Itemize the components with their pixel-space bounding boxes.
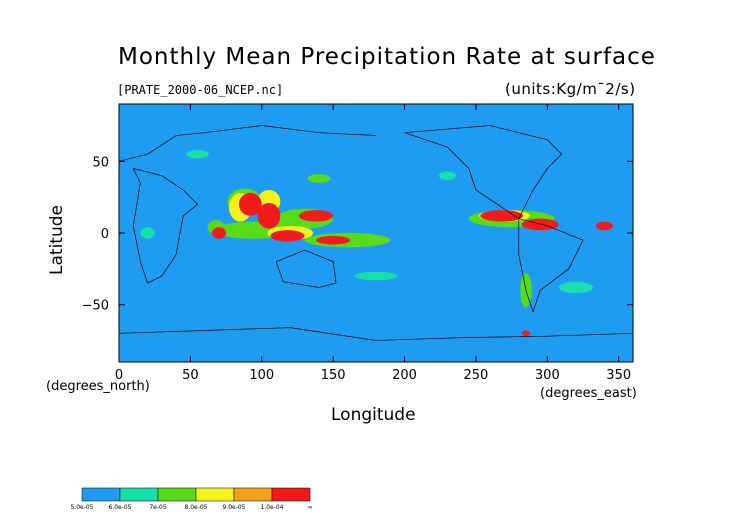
precip-region xyxy=(558,281,594,294)
x-tick-label: 350 xyxy=(606,368,631,383)
map-layer xyxy=(119,104,633,362)
precip-region xyxy=(480,210,524,222)
colorbar-swatch xyxy=(157,487,197,502)
precip-region xyxy=(270,230,305,242)
colorbar-label: ∞ xyxy=(308,504,313,511)
x-tick-label: 250 xyxy=(464,368,489,383)
precip-region xyxy=(307,174,331,183)
precip-region xyxy=(298,210,334,222)
precip-region xyxy=(186,149,209,159)
colorbar-label: 9.0e-05 xyxy=(222,504,245,511)
coastline xyxy=(404,125,563,220)
units-label: (units:Kg/m¯2/s) xyxy=(505,80,636,98)
precip-region xyxy=(521,330,531,337)
y-tick-label: −50 xyxy=(82,299,109,314)
colorbar-swatch xyxy=(119,487,159,502)
x-axis-label: Longitude xyxy=(331,405,416,425)
colorbar-label: 1.0e-04 xyxy=(260,504,283,511)
map-background xyxy=(119,104,633,362)
colorbar-label: 5.0e-05 xyxy=(70,504,93,511)
x-tick-label: 300 xyxy=(535,368,560,383)
precip-region xyxy=(438,171,456,180)
precip-region xyxy=(238,192,262,216)
coastline xyxy=(118,125,377,162)
precip-region xyxy=(140,227,155,239)
colorbar-label: 8.0e-05 xyxy=(184,504,207,511)
coastlines xyxy=(118,125,634,341)
colorbar-label: 7e-05 xyxy=(149,504,166,511)
x-tick-label: 50 xyxy=(182,368,199,383)
coastline xyxy=(118,327,634,341)
precip-region xyxy=(316,235,351,245)
colorbar-swatch xyxy=(81,487,121,502)
x-tick-label: 0 xyxy=(115,368,123,383)
colorbar-label: 6.0e-05 xyxy=(108,504,131,511)
precip-region xyxy=(211,227,227,239)
colorbar-swatch xyxy=(233,487,273,502)
x-tick-label: 150 xyxy=(321,368,346,383)
y-unit-label: (degrees_north) xyxy=(46,379,150,394)
y-tick-label: 50 xyxy=(92,155,109,170)
file-label: [PRATE_2000-06_NCEP.nc] xyxy=(117,83,284,97)
coastline xyxy=(518,218,584,313)
precip-region xyxy=(595,221,614,231)
coastline xyxy=(132,168,199,284)
x-unit-label: (degrees_east) xyxy=(540,386,637,401)
colorbar: 5.0e-05 6.0e-05 7e-05 8.0e-05 9.0e-05 1.0e-04… xyxy=(70,487,313,511)
coastline xyxy=(275,249,337,288)
chart-title: Monthly Mean Precipitation Rate at surfa… xyxy=(118,44,656,70)
colorbar-swatch xyxy=(271,487,311,502)
y-tick-label: 0 xyxy=(101,227,109,242)
precip-region xyxy=(354,271,398,281)
colorbar-swatch xyxy=(195,487,235,502)
x-tick-label: 100 xyxy=(249,368,274,383)
x-tick-label: 200 xyxy=(392,368,417,383)
axes: 0 50 100 150 200 250 300 350 −50 0 50 xyxy=(82,103,634,383)
precip-region xyxy=(257,202,281,229)
